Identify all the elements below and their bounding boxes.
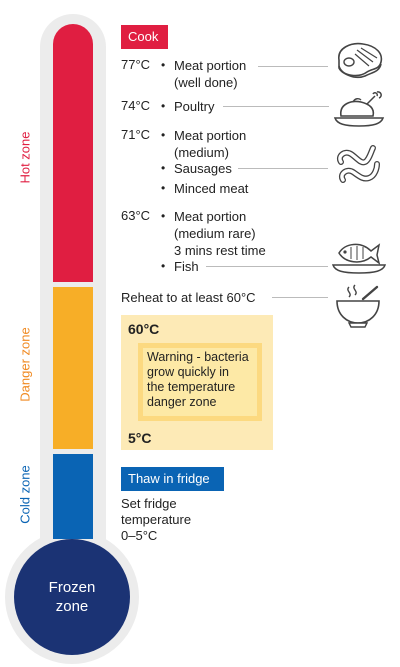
item-meat-medium: Meat portion (medium) [174, 127, 246, 161]
fridge-instructions: Set fridge temperature 0–5°C [121, 496, 191, 544]
frozen-zone-bulb: Frozen zone [14, 539, 130, 655]
warning-box: Warning - bacteria grow quickly in the t… [143, 348, 257, 416]
danger-zone-bar [53, 287, 93, 449]
bullet: • [161, 209, 166, 223]
frozen-zone-label-2: zone [55, 598, 89, 615]
bullet: • [161, 181, 166, 195]
item-line: Meat portion [174, 209, 247, 224]
temp-77: 77°C [121, 57, 151, 72]
item-fish: Fish [174, 258, 199, 275]
item-sausages: Sausages [174, 160, 232, 177]
reheat-label: Reheat to at least 60°C [121, 290, 256, 305]
bullet: • [161, 99, 166, 113]
item-meat-well-done: Meat portion (well done) [174, 57, 246, 91]
bullet: • [161, 259, 166, 273]
fish-on-plate-icon [331, 243, 387, 274]
item-meat-medium-rare: Meat portion (medium rare) 3 mins rest t… [174, 208, 266, 259]
leader-line [238, 168, 328, 169]
danger-bottom-temp: 5°C [128, 430, 152, 446]
leader-line [206, 266, 328, 267]
roast-chicken-icon [333, 91, 385, 127]
item-line: (medium) [174, 145, 229, 160]
leader-line [258, 66, 328, 67]
hot-zone-label: Hot zone [17, 131, 33, 184]
item-minced-meat: Minced meat [174, 180, 248, 197]
warning-line: grow quickly in [147, 365, 229, 379]
item-line: Minced meat [174, 181, 249, 196]
bullet: • [161, 161, 166, 175]
steak-icon [338, 42, 383, 79]
item-line: Meat portion [174, 128, 247, 143]
item-line: (medium rare) [174, 226, 256, 241]
thermometer-tube [53, 24, 93, 584]
frozen-zone-label-1: Frozen [48, 579, 96, 596]
leader-line [272, 297, 328, 298]
bullet: • [161, 128, 166, 142]
leader-line [223, 106, 329, 107]
cold-zone-bar [53, 454, 93, 539]
danger-zone-label: Danger zone [17, 327, 33, 402]
hot-zone-bar [53, 24, 93, 282]
temp-74: 74°C [121, 98, 151, 113]
warning-line: danger zone [147, 395, 217, 409]
danger-top-temp: 60°C [128, 321, 160, 337]
bullet: • [161, 58, 166, 72]
temp-63: 63°C [121, 208, 151, 223]
fridge-line: 0–5°C [121, 528, 158, 543]
temp-71: 71°C [121, 127, 151, 142]
item-line: (well done) [174, 75, 238, 90]
item-line: 3 mins rest time [174, 243, 266, 258]
warning-line: Warning - bacteria [147, 350, 249, 364]
thaw-tag: Thaw in fridge [121, 467, 224, 491]
item-line: Fish [174, 259, 199, 274]
fridge-line: temperature [121, 512, 192, 527]
item-line: Meat portion [174, 58, 247, 73]
cold-zone-label: Cold zone [17, 465, 33, 524]
fridge-line: Set fridge [121, 496, 177, 511]
item-poultry: Poultry [174, 98, 214, 115]
cook-tag: Cook [121, 25, 168, 49]
warning-line: the temperature [147, 380, 236, 394]
soup-bowl-icon [336, 284, 380, 328]
item-line: Sausages [174, 161, 232, 176]
item-line: Poultry [174, 99, 215, 114]
sausages-icon [337, 145, 380, 183]
